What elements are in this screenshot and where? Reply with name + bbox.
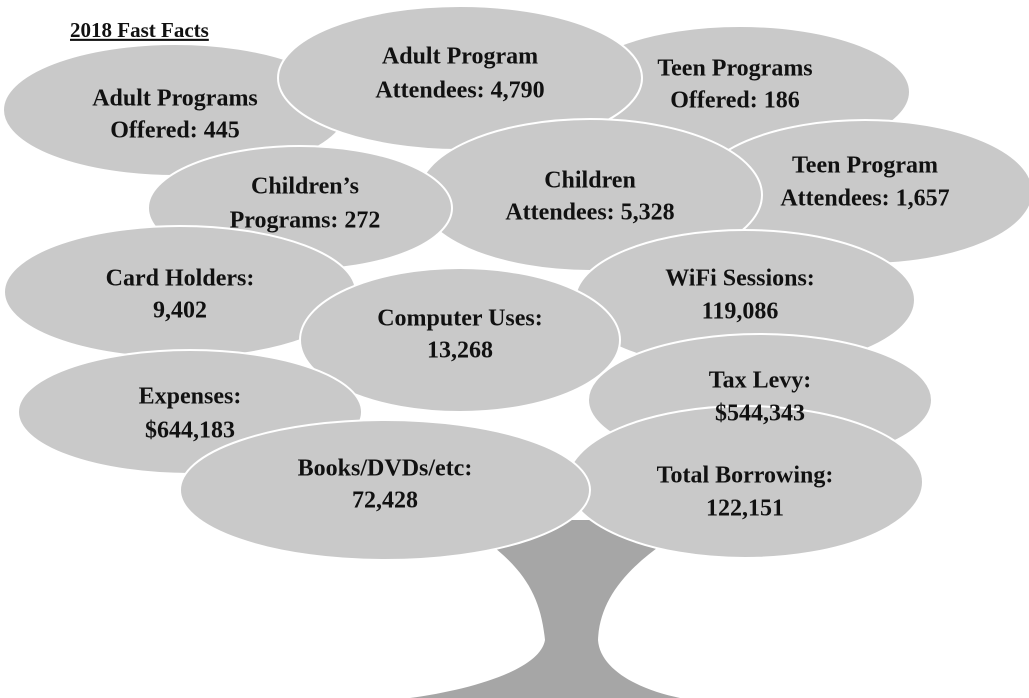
fact-text: Offered: 445 xyxy=(110,118,240,144)
fast-facts-tree: 2018 Fast Facts Adult Programs Offered: 4… xyxy=(0,0,1029,698)
fact-text: Card Holders: xyxy=(106,266,255,292)
fact-text: WiFi Sessions: xyxy=(665,266,815,292)
fact-text: 72,428 xyxy=(352,488,418,514)
fact-text: 9,402 xyxy=(153,298,207,324)
fact-text: 119,086 xyxy=(702,299,779,325)
fact-text: $544,343 xyxy=(715,401,805,427)
fact-text: Adult Program xyxy=(382,44,538,70)
fact-text: Attendees: 5,328 xyxy=(505,200,674,226)
fact-text: Books/DVDs/etc: xyxy=(298,456,473,482)
fact-text: Children’s xyxy=(251,174,359,200)
fact-text: Children xyxy=(544,168,636,194)
fact-text: Total Borrowing: xyxy=(657,463,834,489)
fact-text: Tax Levy: xyxy=(709,368,811,394)
fact-text: 13,268 xyxy=(427,338,493,364)
fact-text: Teen Programs xyxy=(657,56,812,82)
fact-text: Attendees: 4,790 xyxy=(375,78,544,104)
fact-text: Computer Uses: xyxy=(377,306,543,332)
fact-text: Expenses: xyxy=(139,384,242,410)
fact-text: Offered: 186 xyxy=(670,88,800,114)
fact-text: Attendees: 1,657 xyxy=(780,186,949,212)
fact-text: Teen Program xyxy=(792,153,938,179)
title: 2018 Fast Facts xyxy=(70,18,209,42)
fact-text: Programs: 272 xyxy=(230,208,381,234)
fact-text: $644,183 xyxy=(145,418,235,444)
fact-text: 122,151 xyxy=(706,496,784,522)
fact-text: Adult Programs xyxy=(92,86,258,112)
